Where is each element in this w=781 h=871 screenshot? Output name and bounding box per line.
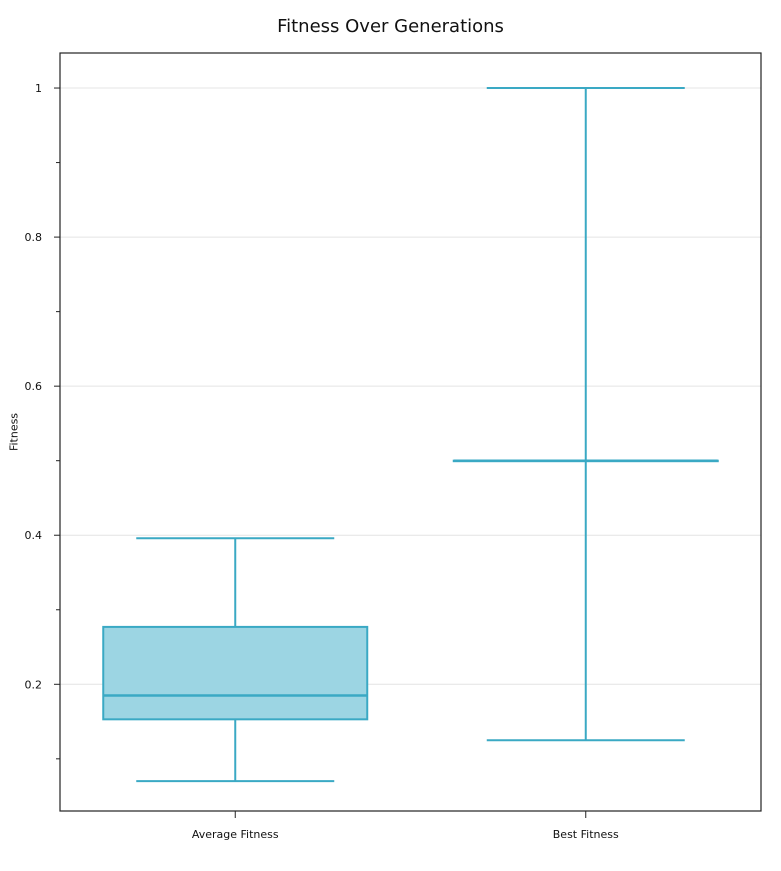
chart-title: Fitness Over Generations xyxy=(277,16,504,37)
x-axis-ticks: Average Fitness Best Fitness xyxy=(192,811,619,841)
grid-lines xyxy=(60,87,761,685)
box-series xyxy=(102,87,719,783)
y-tick-label: 0.8 xyxy=(25,231,43,244)
x-tick-label: Average Fitness xyxy=(192,828,279,841)
y-axis-ticks: 0.2 0.4 0.6 0.8 1 xyxy=(25,82,60,760)
y-tick-label: 0.4 xyxy=(25,529,43,542)
y-tick-label: 0.6 xyxy=(25,380,43,393)
box-iqr xyxy=(102,625,369,721)
plot-frame xyxy=(59,52,762,812)
y-tick-label: 0.2 xyxy=(25,678,43,691)
y-tick-label: 1 xyxy=(35,82,42,95)
x-tick-label: Best Fitness xyxy=(553,828,619,841)
